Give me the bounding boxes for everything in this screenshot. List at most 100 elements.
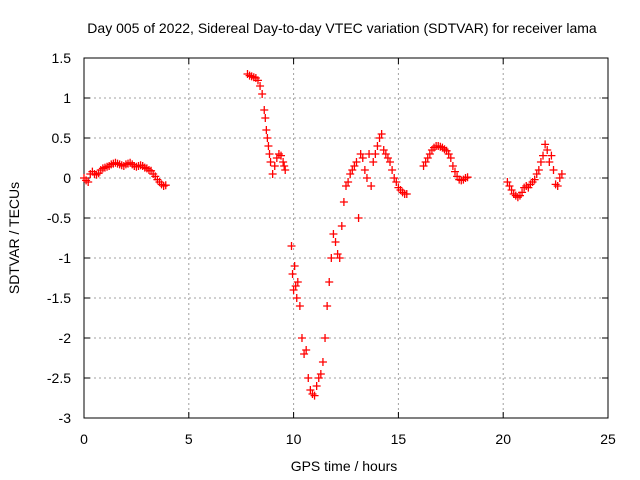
data-point xyxy=(321,334,330,342)
data-point xyxy=(344,178,353,186)
data-point xyxy=(402,190,411,198)
data-point xyxy=(505,182,514,190)
data-point xyxy=(253,76,262,85)
y-tick-label: 0.5 xyxy=(52,130,72,146)
data-point xyxy=(266,158,275,166)
data-point xyxy=(379,146,388,154)
data-point xyxy=(260,106,269,114)
data-point xyxy=(555,174,564,182)
y-axis-label: SDTVAR / TECUs xyxy=(6,182,22,294)
data-point xyxy=(532,170,541,178)
data-point xyxy=(314,374,323,382)
data-point xyxy=(331,238,340,246)
data-points xyxy=(80,70,566,400)
data-point xyxy=(421,158,430,166)
data-point xyxy=(425,150,434,158)
y-tick-labels: -3 -2.5 -2 -1.5 -1 -0.5 0 0.5 1 1.5 xyxy=(47,50,71,426)
data-point xyxy=(547,151,556,160)
data-point xyxy=(274,150,283,158)
data-point xyxy=(446,154,455,162)
y-tick-label: 1.5 xyxy=(52,50,72,66)
data-point xyxy=(356,150,365,158)
x-axis-label: GPS time / hours xyxy=(291,458,398,474)
y-tick-label: -0.5 xyxy=(47,210,71,226)
data-point xyxy=(448,162,457,170)
data-point xyxy=(287,242,296,250)
x-tick-label: 0 xyxy=(80,431,88,447)
data-point xyxy=(323,302,332,310)
data-point xyxy=(503,178,512,186)
data-point xyxy=(339,198,348,206)
data-point xyxy=(367,182,376,190)
x-tick-labels: 0 5 10 15 20 25 xyxy=(80,431,616,447)
x-tick-label: 15 xyxy=(391,431,407,447)
data-point xyxy=(553,182,562,190)
y-tick-label: 0 xyxy=(63,170,71,186)
y-tick-label: -2 xyxy=(59,330,72,346)
data-point xyxy=(261,114,270,122)
data-point xyxy=(423,154,432,162)
data-point xyxy=(383,154,392,162)
data-point xyxy=(386,158,395,166)
data-point xyxy=(541,140,550,149)
data-point xyxy=(557,170,566,178)
data-point xyxy=(362,174,371,182)
data-point xyxy=(329,230,338,238)
data-point xyxy=(295,302,304,310)
data-point xyxy=(327,254,336,262)
data-point xyxy=(277,151,286,160)
data-point xyxy=(279,158,288,166)
axis-ticks xyxy=(83,57,609,419)
data-point xyxy=(371,150,380,158)
data-point xyxy=(290,262,299,270)
data-point xyxy=(530,175,539,184)
data-point xyxy=(256,82,265,90)
data-point xyxy=(308,390,317,398)
data-point xyxy=(545,158,554,166)
x-tick-label: 25 xyxy=(600,431,616,447)
data-point xyxy=(270,162,279,170)
data-point xyxy=(292,294,301,302)
y-tick-label: -3 xyxy=(59,410,72,426)
data-point xyxy=(507,186,516,194)
data-point xyxy=(352,158,361,166)
data-point xyxy=(316,370,325,378)
grid xyxy=(84,58,608,418)
data-point xyxy=(335,254,344,262)
data-point xyxy=(358,154,367,162)
y-tick-label: 1 xyxy=(63,90,71,106)
y-tick-label: -1 xyxy=(59,250,72,266)
data-point xyxy=(289,286,298,294)
data-point xyxy=(388,166,397,174)
data-point xyxy=(302,346,311,354)
data-point xyxy=(375,134,384,142)
data-point xyxy=(549,166,558,174)
plot-frame xyxy=(83,57,609,419)
data-point xyxy=(297,334,306,342)
data-point xyxy=(450,167,459,176)
data-point xyxy=(304,374,313,382)
data-point xyxy=(354,214,363,222)
data-point xyxy=(534,166,543,174)
data-point xyxy=(333,250,342,258)
data-point xyxy=(291,282,300,290)
data-point xyxy=(369,158,378,166)
data-point xyxy=(293,278,302,286)
data-point xyxy=(325,278,334,286)
chart-title: Day 005 of 2022, Sidereal Day-to-day VTE… xyxy=(87,20,597,36)
data-point xyxy=(84,178,93,186)
data-point xyxy=(463,173,472,182)
data-point xyxy=(373,142,382,150)
x-tick-label: 10 xyxy=(286,431,302,447)
data-point xyxy=(390,174,399,182)
data-point xyxy=(522,182,531,190)
data-point xyxy=(264,142,273,150)
data-point xyxy=(377,130,386,138)
data-point xyxy=(281,166,290,174)
data-point xyxy=(262,126,271,134)
data-point xyxy=(518,188,527,197)
data-point xyxy=(536,158,545,166)
data-point xyxy=(310,391,319,400)
data-point xyxy=(381,150,390,158)
